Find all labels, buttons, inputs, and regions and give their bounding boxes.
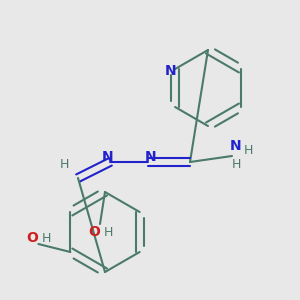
Text: H: H <box>243 143 253 157</box>
Text: H: H <box>59 158 69 170</box>
Text: N: N <box>145 150 157 164</box>
Text: N: N <box>230 139 242 153</box>
Text: H: H <box>103 226 113 238</box>
Text: N: N <box>102 150 114 164</box>
Text: N: N <box>164 64 176 78</box>
Text: O: O <box>88 225 100 239</box>
Text: H: H <box>231 158 241 170</box>
Text: O: O <box>26 231 38 245</box>
Text: H: H <box>42 232 51 244</box>
